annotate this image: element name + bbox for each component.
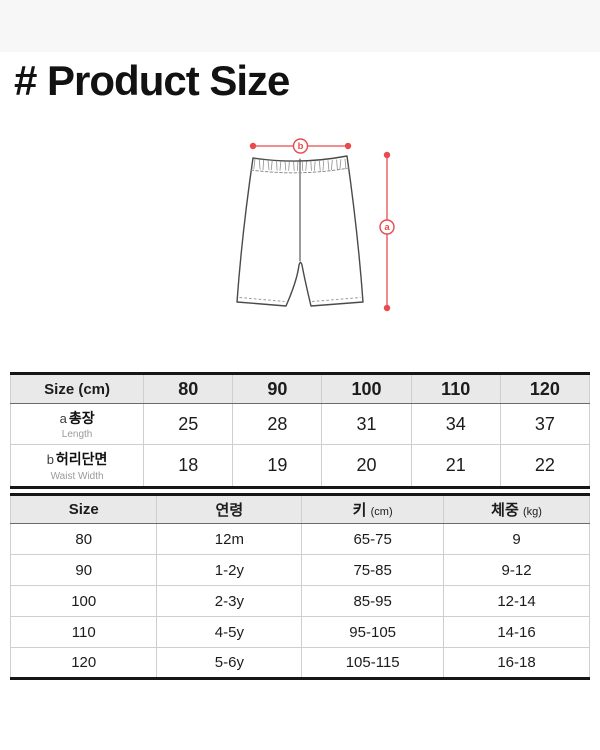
table-cell: 12-14 [443,585,590,617]
column-header-height: 키 (cm) [301,494,445,524]
shorts-outline [236,155,364,307]
garment-size-table: Size (cm) 80 90 100 110 120 a 총장 Length 2… [9,372,591,489]
table-cell: 100 [9,585,158,617]
column-header-100: 100 [321,373,412,404]
table-cell: 34 [410,403,501,445]
page-title: # Product Size [14,57,290,104]
table-cell: 85-95 [301,585,445,617]
measure-name-en: Length [61,429,93,441]
table-cell: 12m [156,523,303,555]
column-header-weight: 체중 (kg) [443,494,590,524]
table-cell: 120 [9,647,158,679]
table-cell: 110 [9,616,158,648]
table-cell: 14-16 [443,616,590,648]
table-cell: 22 [499,444,591,488]
table-row-size-90: 90 1-2y 75-85 9-12 [9,554,590,586]
column-header-age: 연령 [156,494,303,524]
measure-name-en: Waist Width [50,470,104,482]
table-row-size-100: 100 2-3y 85-95 12-14 [9,585,590,617]
table-cell: 95-105 [301,616,445,648]
measure-key-b: b [46,452,54,468]
table-row-size-80: 80 12m 65-75 9 [9,523,590,555]
hem-stitch-lines [239,297,361,302]
table-cell: 18 [143,444,234,488]
shorts-sketch: b a [236,138,395,312]
table-cell: 16-18 [443,647,590,679]
column-header-size: Size [9,494,158,524]
table-cell: 80 [9,523,158,555]
measure-line-b: b [249,138,352,154]
table-cell: 1-2y [156,554,303,586]
measure-name-ko: 허리단면 [55,451,108,468]
column-header-120: 120 [499,373,591,404]
row-label-waist-width: b 허리단면 Waist Width [9,444,145,488]
table-row-size-120: 120 5-6y 105-115 16-18 [9,647,590,679]
row-label-length: a 총장 Length [9,403,145,445]
column-header-size-cm: Size (cm) [9,373,145,404]
top-gray-band [0,0,600,52]
table-cell: 5-6y [156,647,303,679]
table-cell: 9-12 [443,554,590,586]
table-cell: 20 [321,444,412,488]
size-table-header-row: Size (cm) 80 90 100 110 120 [9,373,591,404]
header-unit: (kg) [522,506,542,518]
table-cell: 31 [321,403,412,445]
table-cell: 4-5y [156,616,303,648]
column-header-110: 110 [410,373,501,404]
waistband-elastic [250,158,350,174]
measure-label-b: b [298,141,304,152]
product-measurement-diagram: b a [185,128,415,326]
measure-name-ko: 총장 [68,409,95,426]
measure-line-a: a [379,151,395,312]
column-header-80: 80 [143,373,234,404]
header-label: 연령 [215,502,244,519]
table-cell: 105-115 [301,647,445,679]
age-table-header-row: Size 연령 키 (cm) 체중 (kg) [9,494,590,524]
table-row-length: a 총장 Length 25 28 31 34 37 [9,403,591,445]
header-label: 키 [352,502,367,519]
header-unit: (cm) [370,506,393,518]
table-row-waist-width: b 허리단면 Waist Width 18 19 20 21 22 [9,444,591,488]
table-cell: 65-75 [301,523,445,555]
measure-label-a: a [384,222,390,233]
table-row-size-110: 110 4-5y 95-105 14-16 [9,616,590,648]
column-header-90: 90 [232,373,323,404]
table-cell: 25 [143,403,234,445]
table-cell: 2-3y [156,585,303,617]
table-cell: 28 [232,403,323,445]
label-a-circle [379,219,395,235]
measure-key-a: a [59,410,67,426]
header-label: 체중 [491,502,519,519]
table-cell: 9 [443,523,590,555]
table-cell: 19 [232,444,323,488]
table-cell: 37 [499,403,591,445]
age-size-guide-table: Size 연령 키 (cm) 체중 (kg) 80 12m 65-75 9 90… [9,493,590,680]
table-cell: 75-85 [301,554,445,586]
table-cell: 21 [410,444,501,488]
header-label: Size [68,501,99,518]
label-b-circle [292,138,309,154]
table-cell: 90 [9,554,158,586]
